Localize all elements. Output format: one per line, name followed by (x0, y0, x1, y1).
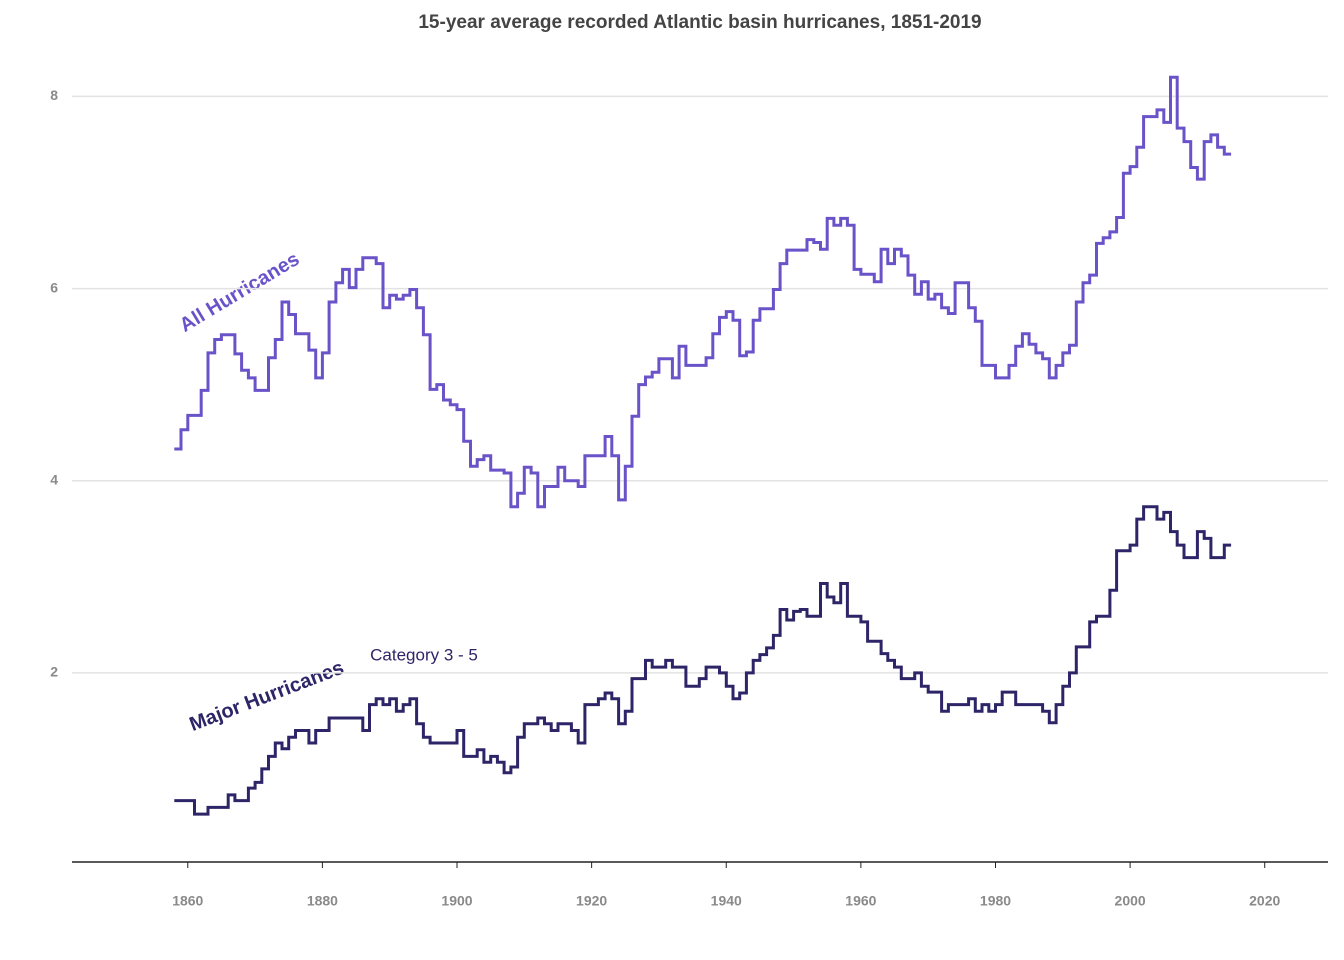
x-tick-label: 1980 (980, 893, 1011, 909)
x-tick-label: 1940 (711, 893, 742, 909)
series-annotation: Major Hurricanes (187, 657, 347, 736)
series-line (174, 75, 1232, 509)
x-tick-label: 1920 (576, 893, 607, 909)
x-tick-label: 2000 (1115, 893, 1146, 909)
grid (72, 95, 1328, 674)
x-tick-label: 1900 (441, 893, 472, 909)
x-tick-label: 1960 (845, 893, 876, 909)
x-tick-label: 2020 (1249, 893, 1280, 909)
series-note: Category 3 - 5 (370, 645, 478, 664)
y-tick-label: 4 (50, 471, 58, 487)
series-annotation: All Hurricanes (176, 248, 304, 337)
plot-area (174, 75, 1232, 816)
chart-title: 15-year average recorded Atlantic basin … (418, 12, 981, 33)
y-tick-label: 6 (50, 279, 58, 295)
y-tick-label: 8 (50, 87, 58, 103)
x-tick-label: 1880 (307, 893, 338, 909)
y-tick-label: 2 (50, 664, 58, 680)
x-tick-label: 1860 (172, 893, 203, 909)
series-line (174, 505, 1232, 816)
